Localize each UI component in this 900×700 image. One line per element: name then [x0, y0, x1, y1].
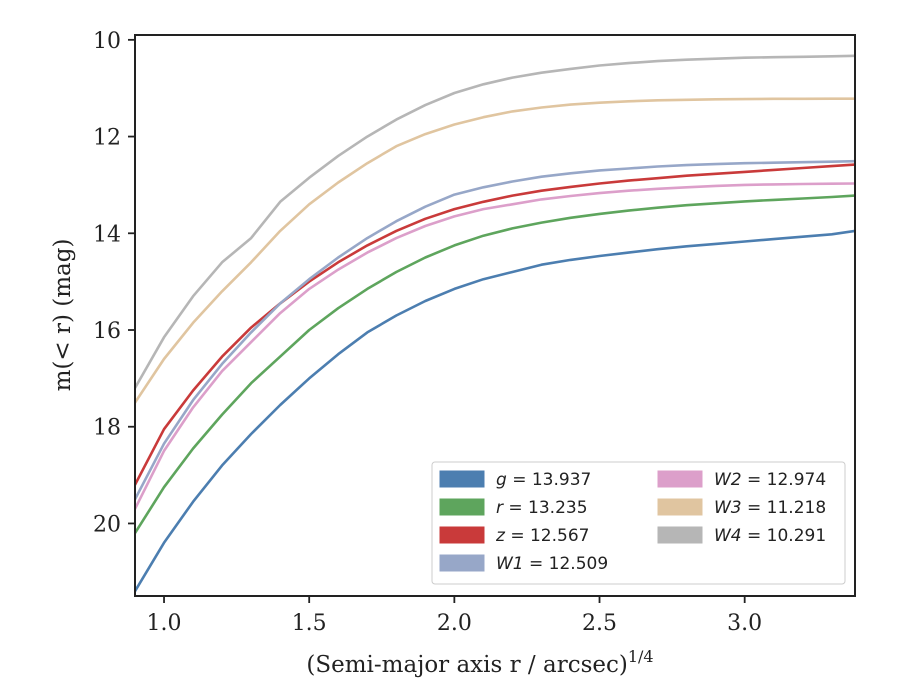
y-axis-label: m(< r) (mag) [50, 239, 76, 392]
series-layer [135, 54, 855, 593]
plot-frame [134, 34, 856, 597]
x-tick-label: 2.0 [437, 611, 472, 636]
x-tick-label: 1.0 [147, 611, 182, 636]
x-tick-label: 1.5 [292, 611, 327, 636]
x-axis-ticks: 1.0 1.5 2.0 2.5 3.0 [147, 596, 762, 636]
series-line-W3 [135, 97, 855, 404]
y-tick-label: 12 [93, 126, 121, 151]
series-line-g [135, 229, 855, 593]
legend-swatch-r [439, 498, 485, 516]
x-tick-label: 2.5 [582, 611, 617, 636]
y-tick-label: 18 [93, 416, 121, 441]
legend: g = 13.937 r = 13.235 z = 12.567 W1 = 12.50… [431, 461, 846, 585]
legend-label-W1: W1 = 12.509 [496, 554, 608, 574]
series-line-z [135, 163, 855, 487]
legend-swatch-W1 [439, 554, 485, 572]
legend-label-W4: W4 = 10.291 [714, 526, 826, 546]
legend-swatch-W2 [657, 470, 703, 488]
legend-label-g: g = 13.937 [496, 470, 591, 490]
y-tick-label: 16 [93, 319, 121, 344]
series-line-r [135, 194, 855, 535]
legend-label-W2: W2 = 12.974 [714, 470, 826, 490]
x-axis-label: (Semi-major axis r / arcsec)1/4 [306, 647, 653, 678]
legend-swatch-z [439, 526, 485, 544]
legend-swatch-W3 [657, 498, 703, 516]
x-axis-label-exponent: 1/4 [628, 647, 654, 666]
legend-swatch-W4 [657, 526, 703, 544]
y-tick-label: 10 [93, 29, 121, 54]
y-axis-ticks: 10 12 14 16 18 20 [93, 29, 135, 537]
legend-label-r: r = 13.235 [496, 498, 588, 518]
legend-frame [431, 461, 846, 585]
legend-label-W3: W3 = 11.218 [714, 498, 826, 518]
series-line-W1 [135, 159, 855, 501]
series-line-W4 [135, 54, 855, 390]
x-axis-label-text: (Semi-major axis r / arcsec) [306, 652, 627, 678]
y-tick-label: 14 [93, 222, 121, 247]
legend-swatch-g [439, 470, 485, 488]
series-line-W2 [135, 182, 855, 511]
legend-label-z: z = 12.567 [495, 526, 589, 546]
x-tick-label: 3.0 [727, 611, 762, 636]
y-tick-label: 20 [93, 512, 121, 537]
